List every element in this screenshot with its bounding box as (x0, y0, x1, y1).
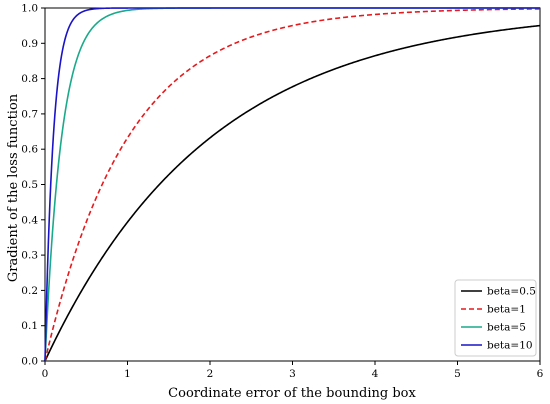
series-line-beta-10 (44, 7, 540, 362)
legend-label: beta=5 (487, 322, 526, 334)
y-axis-title: Gradient of the loss function (6, 93, 21, 282)
x-tick-label: 3 (289, 368, 296, 380)
x-tick-label: 6 (537, 368, 544, 380)
y-tick-label: 0.8 (21, 73, 38, 85)
y-tick-label: 1.0 (21, 3, 38, 15)
y-tick-label: 0.7 (21, 108, 38, 120)
legend-label: beta=10 (487, 340, 533, 352)
series-line-beta-1 (44, 8, 541, 362)
y-tick-label: 0.9 (21, 38, 38, 50)
legend-box (454, 279, 537, 357)
x-tick-label: 4 (372, 368, 379, 380)
y-tick-label: 0.5 (21, 179, 38, 191)
series-lines (44, 7, 541, 362)
x-tick-label: 5 (454, 368, 461, 380)
series-line-beta-0-5 (44, 24, 541, 362)
legend-label: beta=1 (487, 304, 526, 316)
x-tick-label: 2 (207, 368, 214, 380)
y-tick-label: 0.4 (21, 214, 38, 226)
legend: beta=0.5 beta=1 beta=5 beta=10 (454, 279, 537, 357)
y-tick-label: 0.6 (21, 144, 38, 156)
x-axis-title: Coordinate error of the bounding box (168, 386, 416, 401)
y-tick-label: 0.3 (21, 250, 38, 262)
x-tick-label: 1 (124, 368, 131, 380)
legend-label: beta=0.5 (487, 286, 536, 298)
y-tick-label: 0.0 (21, 356, 38, 368)
axes: 0 1 2 3 4 5 6 0.0 0.1 0.2 0.3 0.4 0.5 0.6 0.7 0.8 0.9 1.0 (21, 3, 543, 381)
y-tick-label: 0.2 (21, 285, 38, 297)
x-tick-label: 0 (42, 368, 49, 380)
y-tick-label: 0.1 (21, 320, 38, 332)
